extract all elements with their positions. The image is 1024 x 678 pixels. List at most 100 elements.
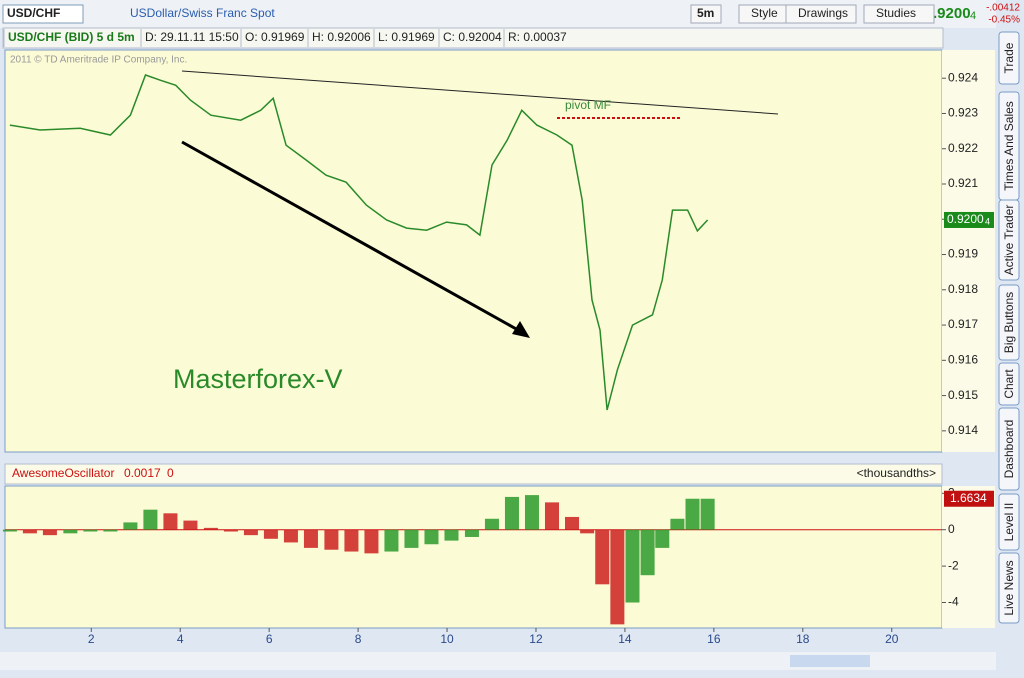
price-plot [4,49,943,453]
info-field: H: 0.92006 [312,30,371,44]
side-tab[interactable] [998,199,1020,281]
y-tick-label: -4 [948,595,959,609]
toolbar-button[interactable] [863,4,935,24]
description: USDollar/Swiss Franc Spot [130,6,275,20]
osc-bar [243,529,258,536]
osc-bar [524,495,539,530]
info-field: O: 0.91969 [245,30,305,44]
annotation-watermark: Masterforex-V [173,364,343,394]
side-tab[interactable] [998,552,1020,624]
annotation: pivot MF [565,98,611,112]
osc-bar [625,529,640,603]
osc-bar [103,529,118,532]
y-tick-label: 0.919 [948,247,978,261]
osc-bar [384,529,399,552]
change-pct: -0.45% [988,15,1020,26]
y-tick-label: 0.915 [948,388,978,402]
side-tab-label: Live News [1002,560,1016,615]
bid: .9200 [933,5,971,22]
side-tab[interactable] [998,407,1020,491]
y-tick-label: 0 [948,522,955,536]
osc-bar [670,518,685,530]
toolbar-button-label: Studies [876,6,916,20]
osc-bar [504,496,519,530]
side-tab-label: Trade [1002,42,1016,73]
osc-bar [700,498,715,530]
osc-bar [2,529,17,532]
osc-bar [364,529,379,554]
y-tick-label: 0.918 [948,282,978,296]
side-tab-label: Level II [1002,503,1016,542]
osc-bar [223,529,238,532]
last-price-box [944,211,994,228]
side-tab[interactable] [998,362,1020,406]
arrow-head [512,321,530,338]
side-tab-label: Active Trader [1002,205,1016,276]
info-bar [2,27,944,49]
x-tick-label: 20 [885,632,899,646]
osc-bar [143,509,158,530]
y-tick-label: 0.924 [948,70,978,84]
description-box [128,5,648,23]
osc-bar [484,518,499,530]
info-field: D: 29.11.11 15:50 [145,30,239,44]
x-tick-label: 4 [177,632,184,646]
side-tab-label: Big Buttons [1002,292,1016,353]
bid-digit: 4 [970,10,976,22]
osc-bar [564,516,580,530]
arrow-shaft [181,140,519,332]
osc-bar [324,529,339,550]
osc-bar [424,529,439,545]
side-tab[interactable] [998,31,1020,85]
side-tab[interactable] [998,284,1020,361]
osc-bar [183,520,198,530]
x-tick-label: 6 [266,632,273,646]
osc-bar [655,529,670,548]
price-line [9,74,709,411]
osc-bar [123,522,138,530]
osc-bar [263,529,278,539]
info-field: R: 0.00037 [508,30,567,44]
osc-last: 1.6634 [950,491,987,505]
x-tick-label: 2 [88,632,95,646]
osc-plot [4,485,943,629]
x-tick-label: 12 [529,632,543,646]
price-axis [942,50,995,452]
osc-bar [344,529,359,552]
osc-bar [42,529,57,536]
info-field: USD/CHF (BID) 5 d 5m [8,30,135,44]
osc-header [4,463,943,485]
osc-last-box [944,490,994,507]
trend-line [181,70,779,115]
osc-bar [303,529,318,548]
symbol: USD/CHF [7,6,60,20]
osc-bar [580,529,595,534]
osc-bar [595,529,610,585]
scrollbar[interactable] [0,652,996,670]
x-tick-label: 14 [618,632,632,646]
info-field: L: 0.91969 [378,30,435,44]
side-tab[interactable] [998,493,1020,551]
y-tick-label: 0.917 [948,317,978,331]
symbol-box[interactable] [2,4,84,24]
osc-bar [685,498,700,530]
osc-bar [163,513,178,530]
x-tick-label: 16 [707,632,721,646]
osc-bar [610,529,625,625]
osc-bar [203,527,218,530]
scroll-thumb[interactable] [790,655,870,667]
osc-value: 0.0017 [124,466,161,480]
last-price-digit: 4 [985,216,990,226]
toolbar-button[interactable] [785,4,857,24]
x-tick-label: 8 [355,632,362,646]
toolbar-button[interactable] [690,4,722,24]
osc-bar [283,529,298,543]
toolbar-button-label: Style [751,6,778,20]
last-price: 0.9200 [947,212,984,226]
x-tick-label: 18 [796,632,810,646]
osc-bar [83,529,98,532]
osc-bar [22,529,37,534]
osc-bar [444,529,459,541]
osc-units: <thousandths> [857,466,936,480]
